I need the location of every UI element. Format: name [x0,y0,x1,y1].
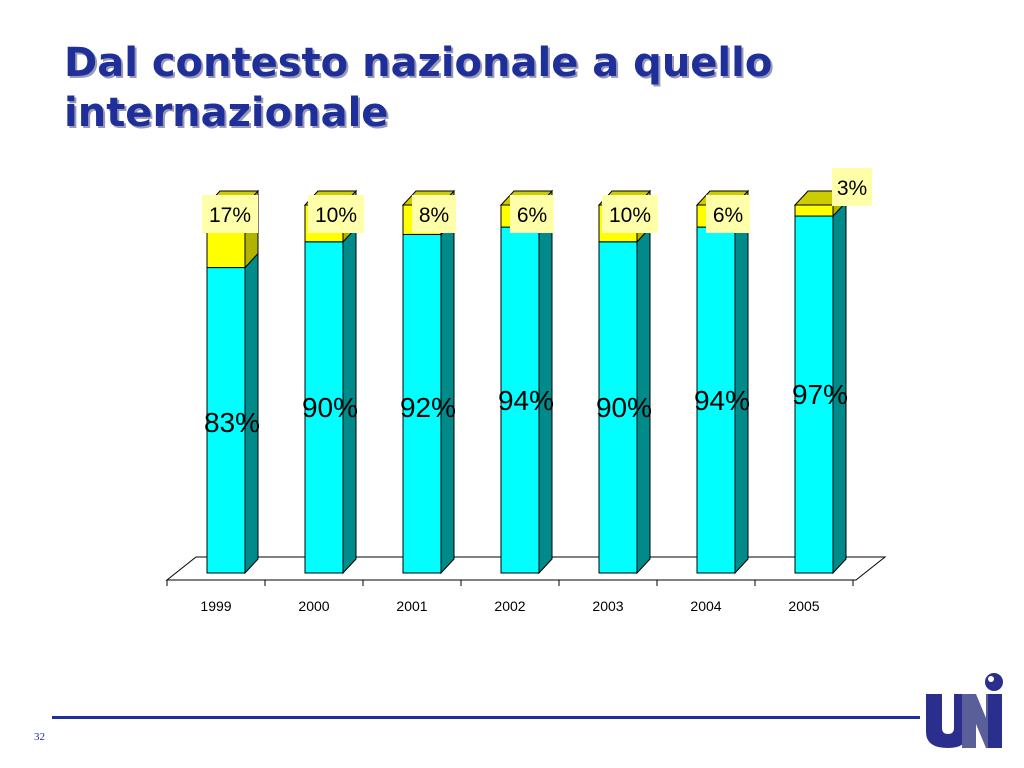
bar-2003-primary [598,241,638,574]
x-tick-label-2004: 2004 [690,598,721,614]
slide-title: Dal contesto nazionale a quello internaz… [64,40,773,136]
x-tick-label-2001: 2001 [396,598,427,614]
data-label-2000-secondary: 10% [315,204,357,227]
data-label-1999-primary: 83% [204,407,260,438]
bar-2000-primary [304,241,344,574]
page-number: 32 [34,731,45,743]
x-tick-label-1999: 1999 [200,598,231,614]
data-label-2002-primary: 94% [498,385,554,416]
data-label-2001-primary: 92% [400,392,456,423]
x-tick-labels-group: 1999 2000 2001 2002 2003 2004 2005 [200,598,819,614]
data-label-2004-primary: 94% [694,385,750,416]
data-label-2005-secondary: 3% [837,177,867,200]
bar-2001-primary [402,233,442,574]
bar-2004-primary [696,226,736,574]
x-tick-label-2005: 2005 [788,598,819,614]
bars-group [205,189,848,575]
x-tick-label-2002: 2002 [494,598,525,614]
data-label-2002-secondary-box [510,195,554,233]
data-label-2000-primary: 90% [302,392,358,423]
x-tick-label-2000: 2000 [298,598,329,614]
data-label-1999-secondary: 17% [209,204,251,227]
data-label-2005-secondary-box [832,168,872,206]
uni-logo [926,673,1003,748]
data-label-2001-secondary: 8% [419,204,449,227]
bar-2005-secondary [794,204,834,217]
bar-2005-primary [794,215,834,574]
data-label-2002-secondary: 6% [517,204,547,227]
data-label-2005-primary: 97% [792,379,848,410]
data-label-2003-secondary-box [602,195,658,233]
data-label-2001-secondary-box [412,195,456,233]
data-label-2004-secondary-box [706,195,750,233]
data-label-1999-secondary-box [202,195,258,233]
x-tick-label-2003: 2003 [592,598,623,614]
data-label-2003-secondary: 10% [609,204,651,227]
footer-divider [52,716,920,719]
data-label-2000-secondary-box [308,195,364,233]
data-label-2003-primary: 90% [596,392,652,423]
data-labels-group: 83% 17% 90% 10% 92% 8% 94% 6% 90% 10% 94% 6% 97% 3% [202,168,872,438]
data-label-2004-secondary: 6% [713,204,743,227]
